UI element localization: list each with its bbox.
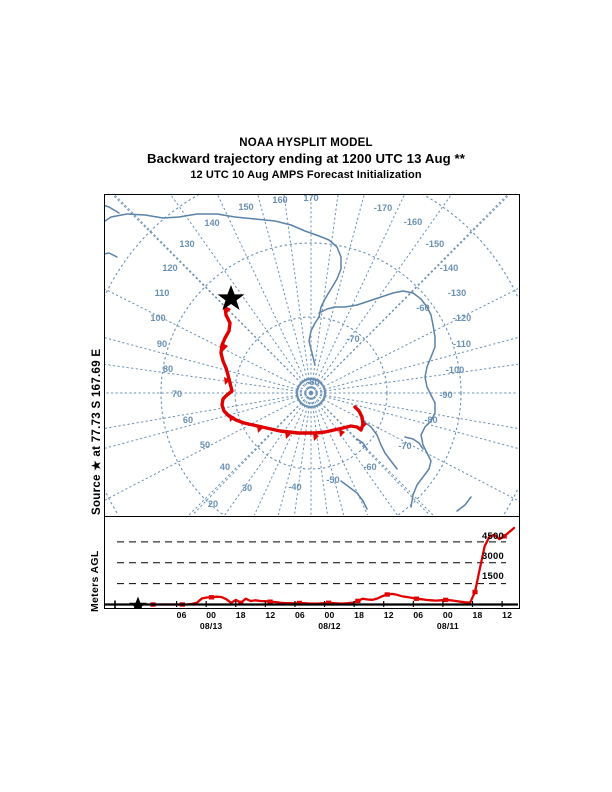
time-tick-label: 18 — [472, 610, 483, 620]
coastline — [105, 204, 472, 512]
south-pole-marker — [295, 377, 327, 409]
longitude-label: -60 — [416, 303, 429, 313]
longitude-label: -120 — [453, 313, 471, 323]
longitude-label: -80 — [306, 377, 319, 387]
altitude-curve — [151, 526, 516, 606]
altitude-label-4500: 4500 — [482, 530, 505, 541]
longitude-label: 70 — [172, 389, 182, 399]
longitude-label: -90 — [439, 390, 452, 400]
source-star-marker — [217, 285, 245, 310]
altitude-time-marker — [472, 589, 478, 595]
trajectory-path — [219, 298, 365, 435]
date-label: 08/12 — [318, 621, 341, 631]
altitude-time-marker — [208, 595, 215, 600]
longitude-label: 160 — [272, 195, 287, 205]
date-label: 08/13 — [199, 621, 223, 631]
meridian-lines — [105, 195, 518, 515]
longitude-label: -70 — [346, 334, 359, 344]
time-tick-label: 12 — [265, 610, 276, 620]
time-tick-label: 06 — [413, 610, 424, 620]
initialization-subtitle: 12 UTC 10 Aug AMPS Forecast Initializati… — [190, 169, 422, 181]
time-tick-label: 12 — [383, 610, 394, 620]
time-tick-label: 06 — [176, 610, 187, 620]
longitude-label: 150 — [238, 202, 253, 212]
longitude-label: 60 — [183, 415, 193, 425]
altitude-time-marker — [384, 592, 390, 597]
altitude-time-marker — [443, 597, 449, 603]
longitude-label: 40 — [220, 462, 230, 472]
time-axis: 06 00 18 12 06 00 18 12 06 00 18 12 08/13 08/12 08/11 — [104, 609, 520, 631]
profile-plus-marker — [111, 600, 119, 608]
time-tick-label: 18 — [235, 610, 246, 620]
longitude-label: -170 — [374, 203, 392, 213]
altitude-gridlines — [117, 541, 506, 585]
altitude-profile-svg — [105, 526, 518, 608]
meters-agl-axis-label: Meters AGL — [89, 550, 101, 612]
longitude-label: -100 — [446, 365, 464, 375]
longitude-label: -130 — [448, 288, 466, 298]
profile-source-star — [129, 596, 147, 608]
longitude-label: 20 — [208, 499, 218, 509]
title-block: NOAA HYSPLIT MODEL Backward trajectory e… — [0, 136, 612, 183]
altitude-time-marker — [501, 534, 507, 539]
longitude-label: -40 — [288, 482, 301, 492]
longitude-labels: 20 30 40 50 60 70 80 90 100 110 120 130 140 150 160 170… — [150, 195, 471, 509]
trajectory-title: Backward trajectory ending at 1200 UTC 1… — [147, 151, 465, 166]
longitude-label: 130 — [179, 239, 194, 249]
longitude-label: -80 — [424, 415, 437, 425]
longitude-label: -160 — [404, 217, 422, 227]
longitude-label: 140 — [204, 218, 219, 228]
trajectory-arrow-markers — [222, 306, 367, 441]
altitude-time-marker — [413, 596, 419, 601]
longitude-label: 100 — [150, 313, 165, 323]
longitude-label: 90 — [157, 339, 167, 349]
longitude-label: 110 — [155, 288, 170, 298]
time-tick-label: 06 — [294, 610, 305, 620]
model-name: NOAA HYSPLIT MODEL — [239, 137, 373, 149]
longitude-label: 30 — [242, 483, 252, 493]
altitude-time-marker — [326, 600, 332, 605]
time-tick-label: 12 — [502, 610, 513, 620]
altitude-time-marker — [267, 599, 273, 604]
longitude-label: 50 — [200, 440, 210, 450]
longitude-label: 120 — [162, 263, 177, 273]
longitude-label: -110 — [453, 339, 471, 349]
time-tick-label: 00 — [324, 610, 335, 620]
longitude-label: -150 — [426, 239, 444, 249]
altitude-time-marker — [238, 600, 244, 605]
time-tick-label: 18 — [354, 610, 365, 620]
date-label: 08/11 — [436, 621, 459, 631]
map-panel: 20 30 40 50 60 70 80 90 100 110 120 130 140 150 160 170… — [104, 194, 520, 517]
source-location-label: Source ★ at 77.73 S 167.69 E — [91, 348, 103, 515]
time-tick-label: 00 — [206, 610, 217, 620]
longitude-label: 80 — [163, 364, 173, 374]
altitude-time-markers — [150, 534, 507, 607]
time-tick-label: 00 — [442, 610, 453, 620]
altitude-label-3000: 3000 — [482, 550, 505, 561]
longitude-label: -140 — [440, 263, 458, 273]
longitude-label: -50 — [326, 475, 339, 485]
altitude-profile-panel: 4500 3000 1500 — [104, 517, 520, 609]
altitude-time-marker — [296, 600, 302, 606]
longitude-label: -60 — [363, 462, 376, 472]
altitude-time-marker — [355, 598, 361, 604]
longitude-label: -70 — [398, 441, 411, 451]
longitude-label: 170 — [303, 195, 318, 203]
altitude-label-1500: 1500 — [482, 570, 505, 581]
map-svg: 20 30 40 50 60 70 80 90 100 110 120 130 140 150 160 170… — [105, 195, 518, 515]
